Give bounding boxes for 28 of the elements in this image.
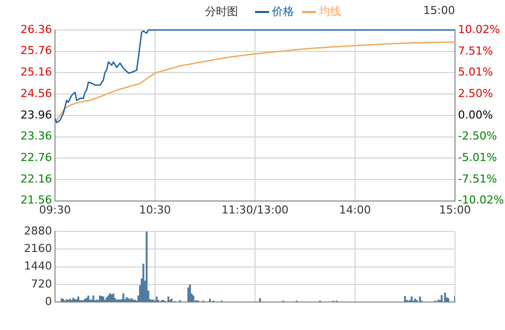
y-tick-label: 25.16 bbox=[20, 66, 52, 79]
y2-tick-label: 10.02% bbox=[458, 22, 500, 36]
y-tick-label: 23.36 bbox=[20, 130, 52, 143]
y2-tick-label: 2.50% bbox=[458, 86, 493, 100]
y-tick-label: 2160 bbox=[24, 242, 52, 256]
x-tick-label: 10:30 bbox=[139, 203, 171, 216]
y2-tick-label: -5.01% bbox=[458, 150, 497, 164]
x-tick-label: 11:30/13:00 bbox=[221, 203, 289, 216]
y2-tick-label: -7.51% bbox=[458, 172, 497, 186]
y-tick-label: 1440 bbox=[24, 260, 52, 273]
y-tick-label: 0 bbox=[45, 294, 52, 308]
y-tick-label: 720 bbox=[31, 277, 52, 290]
legend-label: 价格 bbox=[272, 4, 294, 19]
text: 15:00 bbox=[423, 4, 455, 17]
y2-tick-label: 5.01% bbox=[458, 66, 493, 79]
x-tick-label: 14:00 bbox=[339, 203, 371, 216]
y-tick-label: 22.76 bbox=[20, 150, 52, 164]
y2-tick-label: -2.50% bbox=[458, 130, 497, 143]
y-tick-label: 25.76 bbox=[20, 44, 52, 58]
y-tick-label: 26.36 bbox=[20, 22, 52, 36]
y-tick-label: 24.56 bbox=[20, 86, 52, 100]
y-tick-label: 2880 bbox=[24, 224, 52, 238]
y-tick-label: 23.96 bbox=[20, 108, 52, 122]
y2-tick-label: 7.51% bbox=[458, 44, 493, 58]
legend-label: 均线 bbox=[319, 4, 341, 19]
y2-tick-label: 0.00% bbox=[458, 108, 493, 122]
chart-title: 分时图 bbox=[205, 4, 238, 19]
y-tick-label: 22.16 bbox=[20, 172, 52, 186]
